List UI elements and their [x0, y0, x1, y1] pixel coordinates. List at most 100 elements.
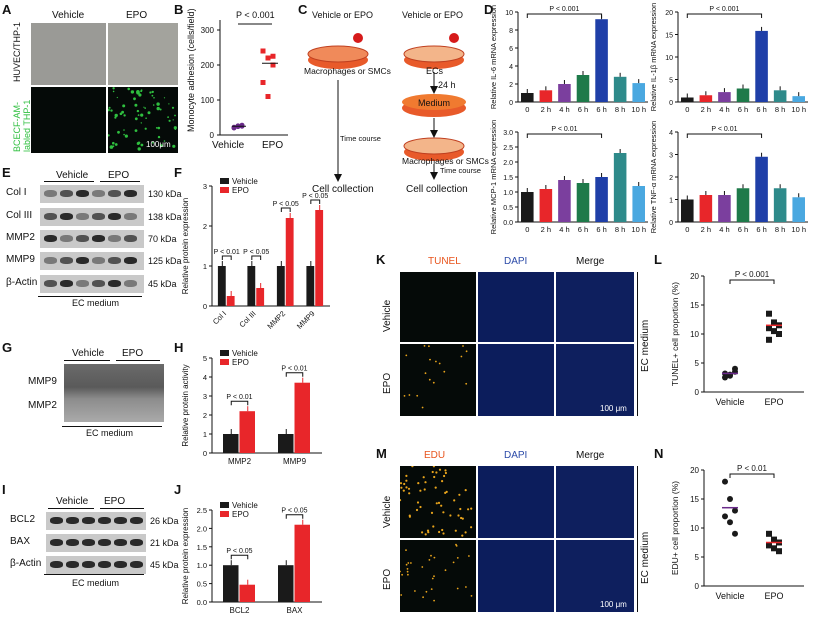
panel-g-epo: EPO: [122, 348, 144, 359]
panel-d-ytick-label: 5: [669, 78, 673, 85]
panel-n-vehicle-point: [732, 507, 738, 514]
green-cell: [116, 96, 118, 99]
panel-f-ytick-label: 3: [203, 182, 207, 191]
edu-positive-cell: [442, 511, 445, 514]
edu-positive-cell: [459, 507, 462, 511]
panel-d-bar: [521, 93, 534, 102]
panel-k-vehicle-dapi: [478, 272, 554, 342]
panel-d-bar: [718, 92, 731, 102]
panel-a-scale-bar-label: 100μm: [146, 140, 171, 149]
panel-h-pvalue: P < 0.01: [281, 366, 307, 373]
panel-e-footer-line: [38, 296, 142, 297]
panel-e-band: [108, 280, 121, 287]
edu-positive-cell: [416, 501, 420, 504]
panel-l-ylabel: TUNEL+ cell proportion (%): [670, 282, 680, 386]
panel-f-ytick-label: 2: [203, 222, 207, 231]
panel-e-row-label: MMP9: [6, 254, 35, 265]
panel-d-ytick-label: 0.5: [503, 205, 513, 212]
panel-b-ytick-label: 200: [201, 61, 215, 70]
panel-n-vehicle-point: [722, 478, 728, 485]
panel-m-col-edu: EDU: [424, 450, 446, 461]
panel-d-bar: [613, 153, 627, 222]
edu-positive-cell: [426, 529, 430, 532]
panel-e-vehicle: Vehicle: [56, 170, 89, 181]
panel-e-band: [108, 257, 121, 264]
edu-positive-cell: [422, 596, 424, 599]
panel-h-plot: 0 1 2 3 4 5 P < 0.01 MMP2 P < 0.01 MMP9 VehicleEPO…: [181, 349, 322, 466]
green-cell: [173, 126, 177, 130]
panel-l-vehicle-point: [732, 365, 738, 372]
panel-e-band: [124, 257, 137, 264]
panel-i-band: [114, 561, 127, 568]
panel-h-legend-epo-swatch: [220, 359, 229, 365]
edu-positive-cell: [438, 468, 442, 471]
panel-e-kda: 45 kDa: [148, 279, 177, 289]
panel-d-pvalue: P < 0.001: [549, 6, 579, 13]
edu-positive-cell: [424, 481, 427, 484]
panel-d-sig-bracket: [526, 13, 603, 18]
green-cell: [112, 90, 115, 93]
edu-positive-cell: [434, 486, 437, 489]
panel-label-e: E: [2, 165, 11, 180]
tunel-positive-cell: [416, 394, 419, 397]
panel-j-legend-vehicle-swatch: [220, 502, 229, 508]
panel-d-bar: [558, 180, 571, 222]
panel-d-ytick-label: 10: [665, 55, 673, 62]
panel-k-scale: 100 μm: [600, 404, 627, 413]
panel-d-ytick-label: 0.0: [503, 220, 513, 227]
panel-d-xtick-label: 6 h: [578, 105, 588, 114]
panel-f-xtick-label: MMP2: [265, 309, 287, 331]
green-cell: [145, 117, 147, 119]
panel-label-b: B: [174, 2, 184, 17]
panel-n-ytick-label: 5: [695, 553, 700, 562]
edu-positive-cell: [443, 474, 446, 478]
green-cell: [152, 141, 154, 144]
panel-d-xtick-label: 6 h: [738, 225, 748, 234]
tunel-positive-cell: [408, 394, 411, 396]
panel-f-xtick-label: Col III: [237, 309, 257, 329]
panel-c-medium-top: [402, 94, 466, 110]
panel-label-d: D: [484, 2, 494, 17]
edu-positive-cell: [400, 486, 403, 489]
panel-h-legend-epo: EPO: [232, 358, 249, 367]
panel-e-band: [76, 280, 89, 287]
panel-d-xtick-label: 2 h: [541, 225, 551, 234]
edu-positive-cell: [407, 562, 410, 564]
panel-e-band: [108, 235, 121, 242]
panel-n-epo-point: [776, 548, 782, 555]
panel-d-ylabel: Relative MCP-1 mRNA expression: [489, 120, 498, 235]
panel-d-bar: [755, 30, 768, 102]
panel-j-ytick-label: 0.5: [197, 580, 207, 589]
tunel-positive-cell: [443, 370, 446, 373]
panel-d-ytick-label: 2.0: [503, 160, 513, 167]
panel-d-bar: [521, 192, 534, 222]
edu-positive-cell: [440, 504, 443, 507]
panel-i-band: [114, 517, 127, 524]
panel-d-bar: [699, 95, 713, 102]
edu-positive-cell: [398, 499, 402, 502]
panel-d-bar: [755, 156, 768, 222]
panel-n-ylabel: EDU+ cell proportion (%): [670, 481, 680, 575]
green-cell: [151, 94, 154, 97]
panel-g-row-mmp9: MMP9: [28, 376, 57, 387]
green-cell: [168, 103, 170, 105]
panel-h-xtick-label: MMP2: [228, 457, 252, 466]
panel-h-ylabel: Relative protein activity: [181, 364, 190, 446]
edu-positive-cell: [456, 587, 459, 590]
edu-positive-cell: [442, 532, 445, 535]
green-cell: [140, 143, 144, 147]
panel-m-side-ec-medium: EC medium: [640, 531, 651, 584]
panel-k-vehicle-tunel: [400, 272, 476, 342]
panel-d-ylabel: Relative TNF-α mRNA expression: [649, 121, 658, 234]
panel-a-row-bcecf: BCECF-AM-labled THP-1: [12, 99, 32, 152]
edu-positive-cell: [421, 531, 424, 534]
panel-j-ytick-label: 1.5: [197, 543, 207, 552]
panel-label-m: M: [376, 446, 387, 461]
panel-a-vehicle-brightfield: [31, 23, 106, 85]
panel-c-top-2: Vehicle or EPO: [402, 10, 464, 20]
panel-i-row-label: BAX: [10, 536, 31, 547]
panel-d-bar: [558, 84, 571, 102]
panel-i-footer: EC medium: [72, 578, 120, 588]
panel-c-hours: 24 h: [438, 80, 456, 90]
panel-d-chart-2: 0.0 0.5 1.0 1.5 2.0 2.5 3.0 0 2 h 4 h 6 h 6 h 8 h 10 …: [489, 120, 648, 235]
